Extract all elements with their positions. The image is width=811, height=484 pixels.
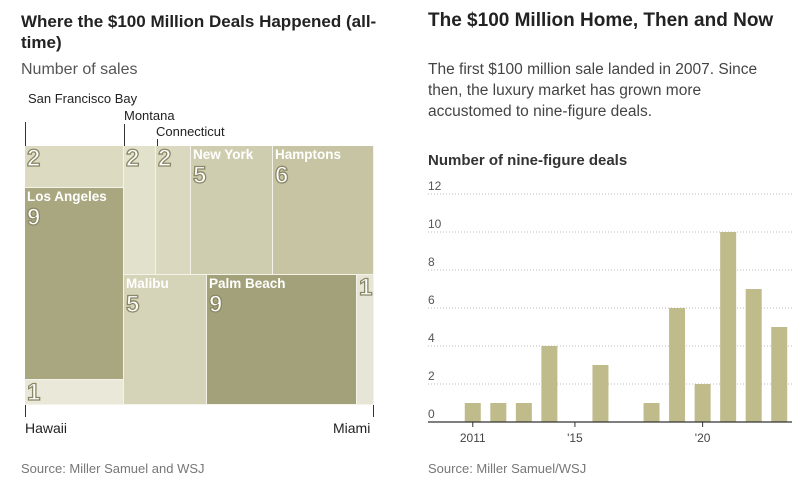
treemap-title: Where the $100 Million Deals Happened (a… bbox=[21, 12, 377, 52]
treemap-tile-label: Malibu bbox=[126, 276, 169, 291]
y-tick-label: 10 bbox=[428, 217, 442, 231]
treemap-tile-value: 6 bbox=[274, 162, 289, 189]
tick-connecticut bbox=[157, 139, 158, 146]
treemap-source: Source: Miller Samuel and WSJ bbox=[21, 461, 205, 476]
treemap-tile-montana: 2 bbox=[124, 146, 156, 275]
treemap-tile-label: Palm Beach bbox=[209, 276, 286, 291]
y-tick-label: 4 bbox=[428, 331, 435, 345]
bar-chart-title: Number of nine-figure deals bbox=[428, 152, 628, 169]
bar-2023 bbox=[771, 327, 788, 422]
label-san-francisco: San Francisco Bay bbox=[28, 91, 138, 106]
treemap-tile-miami: 1 bbox=[357, 275, 374, 405]
treemap-tile-palm: Palm Beach 9 bbox=[207, 275, 357, 405]
bar-2013 bbox=[515, 403, 532, 422]
x-tick-label: '15 bbox=[567, 431, 583, 445]
y-tick-label: 6 bbox=[428, 293, 435, 307]
treemap-tile-connecticut: 2 bbox=[156, 146, 191, 275]
treemap-tile-value: 1 bbox=[26, 380, 41, 405]
tick-montana bbox=[124, 124, 125, 146]
bar-2018 bbox=[643, 403, 660, 422]
bar-2021 bbox=[720, 232, 737, 422]
treemap-tile-value: 2 bbox=[157, 146, 172, 172]
bar-2016 bbox=[592, 365, 609, 422]
treemap-tile-value: 2 bbox=[125, 146, 140, 172]
bar-chart-source: Source: Miller Samuel/WSJ bbox=[428, 461, 587, 476]
label-miami: Miami bbox=[333, 420, 371, 436]
treemap-tile-la: Los Angeles 9 bbox=[25, 188, 124, 380]
bar-2022 bbox=[745, 289, 762, 422]
y-tick-label: 0 bbox=[428, 407, 435, 421]
bar-2019 bbox=[669, 308, 686, 422]
y-tick-label: 12 bbox=[428, 180, 442, 193]
treemap-tile-value: 5 bbox=[125, 291, 140, 318]
label-hawaii: Hawaii bbox=[25, 420, 68, 436]
treemap-tile-value: 1 bbox=[358, 275, 373, 301]
treemap-tile-value: 2 bbox=[26, 146, 41, 172]
treemap-tile-hamptons: Hamptons 6 bbox=[273, 146, 374, 275]
treemap-tile-value: 9 bbox=[26, 204, 41, 231]
treemap-tile-label: New York bbox=[193, 147, 254, 162]
treemap-subtitle: Number of sales bbox=[21, 61, 138, 78]
tick-san-francisco bbox=[25, 122, 26, 146]
treemap-tile-label: Los Angeles bbox=[27, 189, 107, 204]
treemap-tile-sf: 2 bbox=[25, 146, 124, 188]
tick-hawaii bbox=[25, 405, 26, 417]
treemap-tile-malibu: Malibu 5 bbox=[124, 275, 207, 405]
y-tick-label: 8 bbox=[428, 255, 435, 269]
tick-miami bbox=[373, 405, 374, 417]
label-connecticut: Connecticut bbox=[156, 124, 225, 139]
treemap-tile-hawaii: 1 bbox=[25, 380, 124, 405]
bar-2012 bbox=[490, 403, 507, 422]
bar-chart: 0 2 4 6 8 10 12 2011 '15 '20 bbox=[428, 180, 792, 445]
bar-2020 bbox=[694, 384, 711, 422]
y-tick-label: 2 bbox=[428, 369, 435, 383]
article-title: The $100 Million Home, Then and Now bbox=[428, 10, 774, 31]
treemap-tile-value: 5 bbox=[192, 162, 207, 189]
treemap: 2 Los Angeles 9 1 2 2 New York 5 Hamptons 6 Malibu… bbox=[25, 146, 374, 405]
treemap-tile-value: 9 bbox=[208, 291, 223, 318]
x-tick-label: '20 bbox=[695, 431, 711, 445]
x-tick-label: 2011 bbox=[460, 431, 486, 445]
bar-2011 bbox=[464, 403, 481, 422]
treemap-tile-label: Hamptons bbox=[275, 147, 342, 162]
article-description: The first $100 million sale landed in 20… bbox=[428, 61, 758, 120]
treemap-tile-ny: New York 5 bbox=[191, 146, 273, 275]
label-montana: Montana bbox=[124, 108, 175, 123]
bar-2014 bbox=[541, 346, 558, 422]
